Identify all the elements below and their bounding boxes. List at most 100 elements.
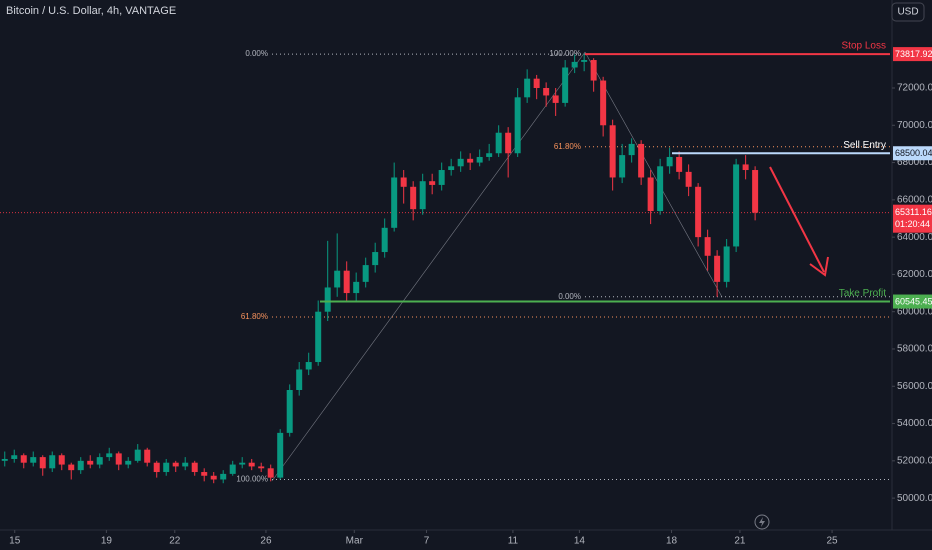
- x-tick-label: 18: [666, 536, 678, 547]
- candle-body: [353, 281, 360, 294]
- candle-body: [191, 462, 198, 473]
- candle-body: [248, 462, 255, 467]
- candle-body: [182, 462, 189, 467]
- candle-body: [134, 449, 141, 461]
- candle-body: [476, 156, 483, 163]
- candle-body: [505, 132, 512, 154]
- currency-label[interactable]: USD: [897, 7, 918, 18]
- candle-body: [258, 466, 265, 469]
- y-tick-label: 68000.00: [897, 157, 932, 168]
- level-name: Sell Entry: [843, 140, 886, 151]
- y-tick-label: 70000.00: [897, 120, 932, 131]
- candle-body: [666, 156, 673, 167]
- candle-body: [144, 449, 151, 463]
- candle-body: [628, 143, 635, 156]
- candle-body: [324, 287, 331, 312]
- candle-body: [695, 186, 702, 238]
- candle-body: [647, 177, 654, 212]
- x-tick-label: 11: [508, 536, 519, 547]
- candle-body: [448, 166, 455, 171]
- fib-label: 0.00%: [245, 49, 268, 58]
- candle-body: [609, 125, 616, 178]
- fib-label: 100.00%: [236, 475, 268, 484]
- candle-body: [87, 460, 94, 465]
- candle-body: [39, 457, 46, 469]
- candle-body: [438, 170, 445, 185]
- candle-body: [30, 457, 37, 463]
- price-tag-label: 68500.04: [895, 148, 932, 158]
- candle-body: [714, 255, 721, 282]
- candle-body: [172, 462, 179, 467]
- candle-body: [514, 97, 521, 154]
- level-name: Stop Loss: [842, 41, 886, 52]
- candle-body: [210, 475, 217, 480]
- candle-body: [685, 171, 692, 187]
- price-tag-label: 73817.92: [895, 49, 932, 59]
- candle-body: [106, 453, 113, 458]
- candle-body: [742, 164, 749, 171]
- candle-body: [58, 455, 65, 465]
- candle-body: [267, 468, 274, 478]
- candle-body: [153, 462, 160, 473]
- x-tick-label: 19: [101, 536, 113, 547]
- fib-label: 61.80%: [554, 142, 581, 151]
- price-tag: [893, 47, 932, 62]
- x-tick-label: 25: [826, 536, 838, 547]
- candle-body: [125, 460, 132, 465]
- y-tick-label: 58000.00: [897, 344, 932, 355]
- marks: 50000.00 52000.00 54000.00 56000.00 58000.00…: [0, 41, 932, 547]
- candle-body: [676, 156, 683, 172]
- fib-label: 0.00%: [558, 292, 581, 301]
- candle-body: [657, 166, 664, 212]
- y-tick-label: 52000.00: [897, 455, 932, 466]
- candle-body: [305, 362, 312, 370]
- candle-body: [1, 458, 8, 461]
- candle-body: [486, 153, 493, 157]
- candle-body: [68, 464, 75, 471]
- arrow-shaft: [769, 166, 825, 273]
- x-tick-label: 22: [169, 536, 181, 547]
- candle-body: [495, 132, 502, 154]
- candle-body: [457, 158, 464, 167]
- candle-body: [562, 67, 569, 103]
- y-tick-label: 60000.00: [897, 306, 932, 317]
- y-tick-label: 64000.00: [897, 232, 932, 243]
- fib-label: 100.00%: [549, 49, 581, 58]
- candle-body: [362, 265, 369, 282]
- currency-button[interactable]: [891, 2, 925, 22]
- candle-body: [334, 270, 341, 288]
- candle-body: [239, 462, 246, 465]
- candle-body: [49, 455, 56, 469]
- x-tick-label: Mar: [346, 536, 364, 547]
- x-tick-label: 7: [424, 536, 430, 547]
- candle-body: [381, 227, 388, 253]
- fib-label: 61.80%: [241, 312, 268, 321]
- y-tick-label: 50000.00: [897, 493, 932, 504]
- candle-body: [115, 453, 122, 465]
- candle-body: [524, 78, 531, 98]
- last-price-tag: [893, 204, 932, 233]
- candle-body: [552, 95, 559, 103]
- candle-body: [343, 270, 350, 294]
- candle-body: [201, 472, 208, 476]
- candle-body: [296, 369, 303, 390]
- lightning-icon[interactable]: [754, 514, 770, 530]
- fib-trend-left: [271, 51, 586, 482]
- x-tick-label: 26: [260, 536, 272, 547]
- y-tick-label: 56000.00: [897, 381, 932, 392]
- last-price-label: 65311.16: [895, 207, 932, 217]
- candle-body: [220, 473, 227, 480]
- price-tag-label: 60545.45: [895, 296, 932, 306]
- candle-body: [704, 237, 711, 256]
- lightning-bolt: [759, 517, 765, 527]
- candle-body: [20, 455, 27, 463]
- level-name: Take Profit: [839, 288, 886, 299]
- candle-body: [723, 246, 730, 282]
- candle-body: [638, 143, 645, 178]
- chart-title: Bitcoin / U.S. Dollar, 4h, VANTAGE: [6, 5, 176, 17]
- price-tag: [893, 146, 932, 161]
- candle-body: [372, 252, 379, 266]
- candle-body: [752, 170, 759, 213]
